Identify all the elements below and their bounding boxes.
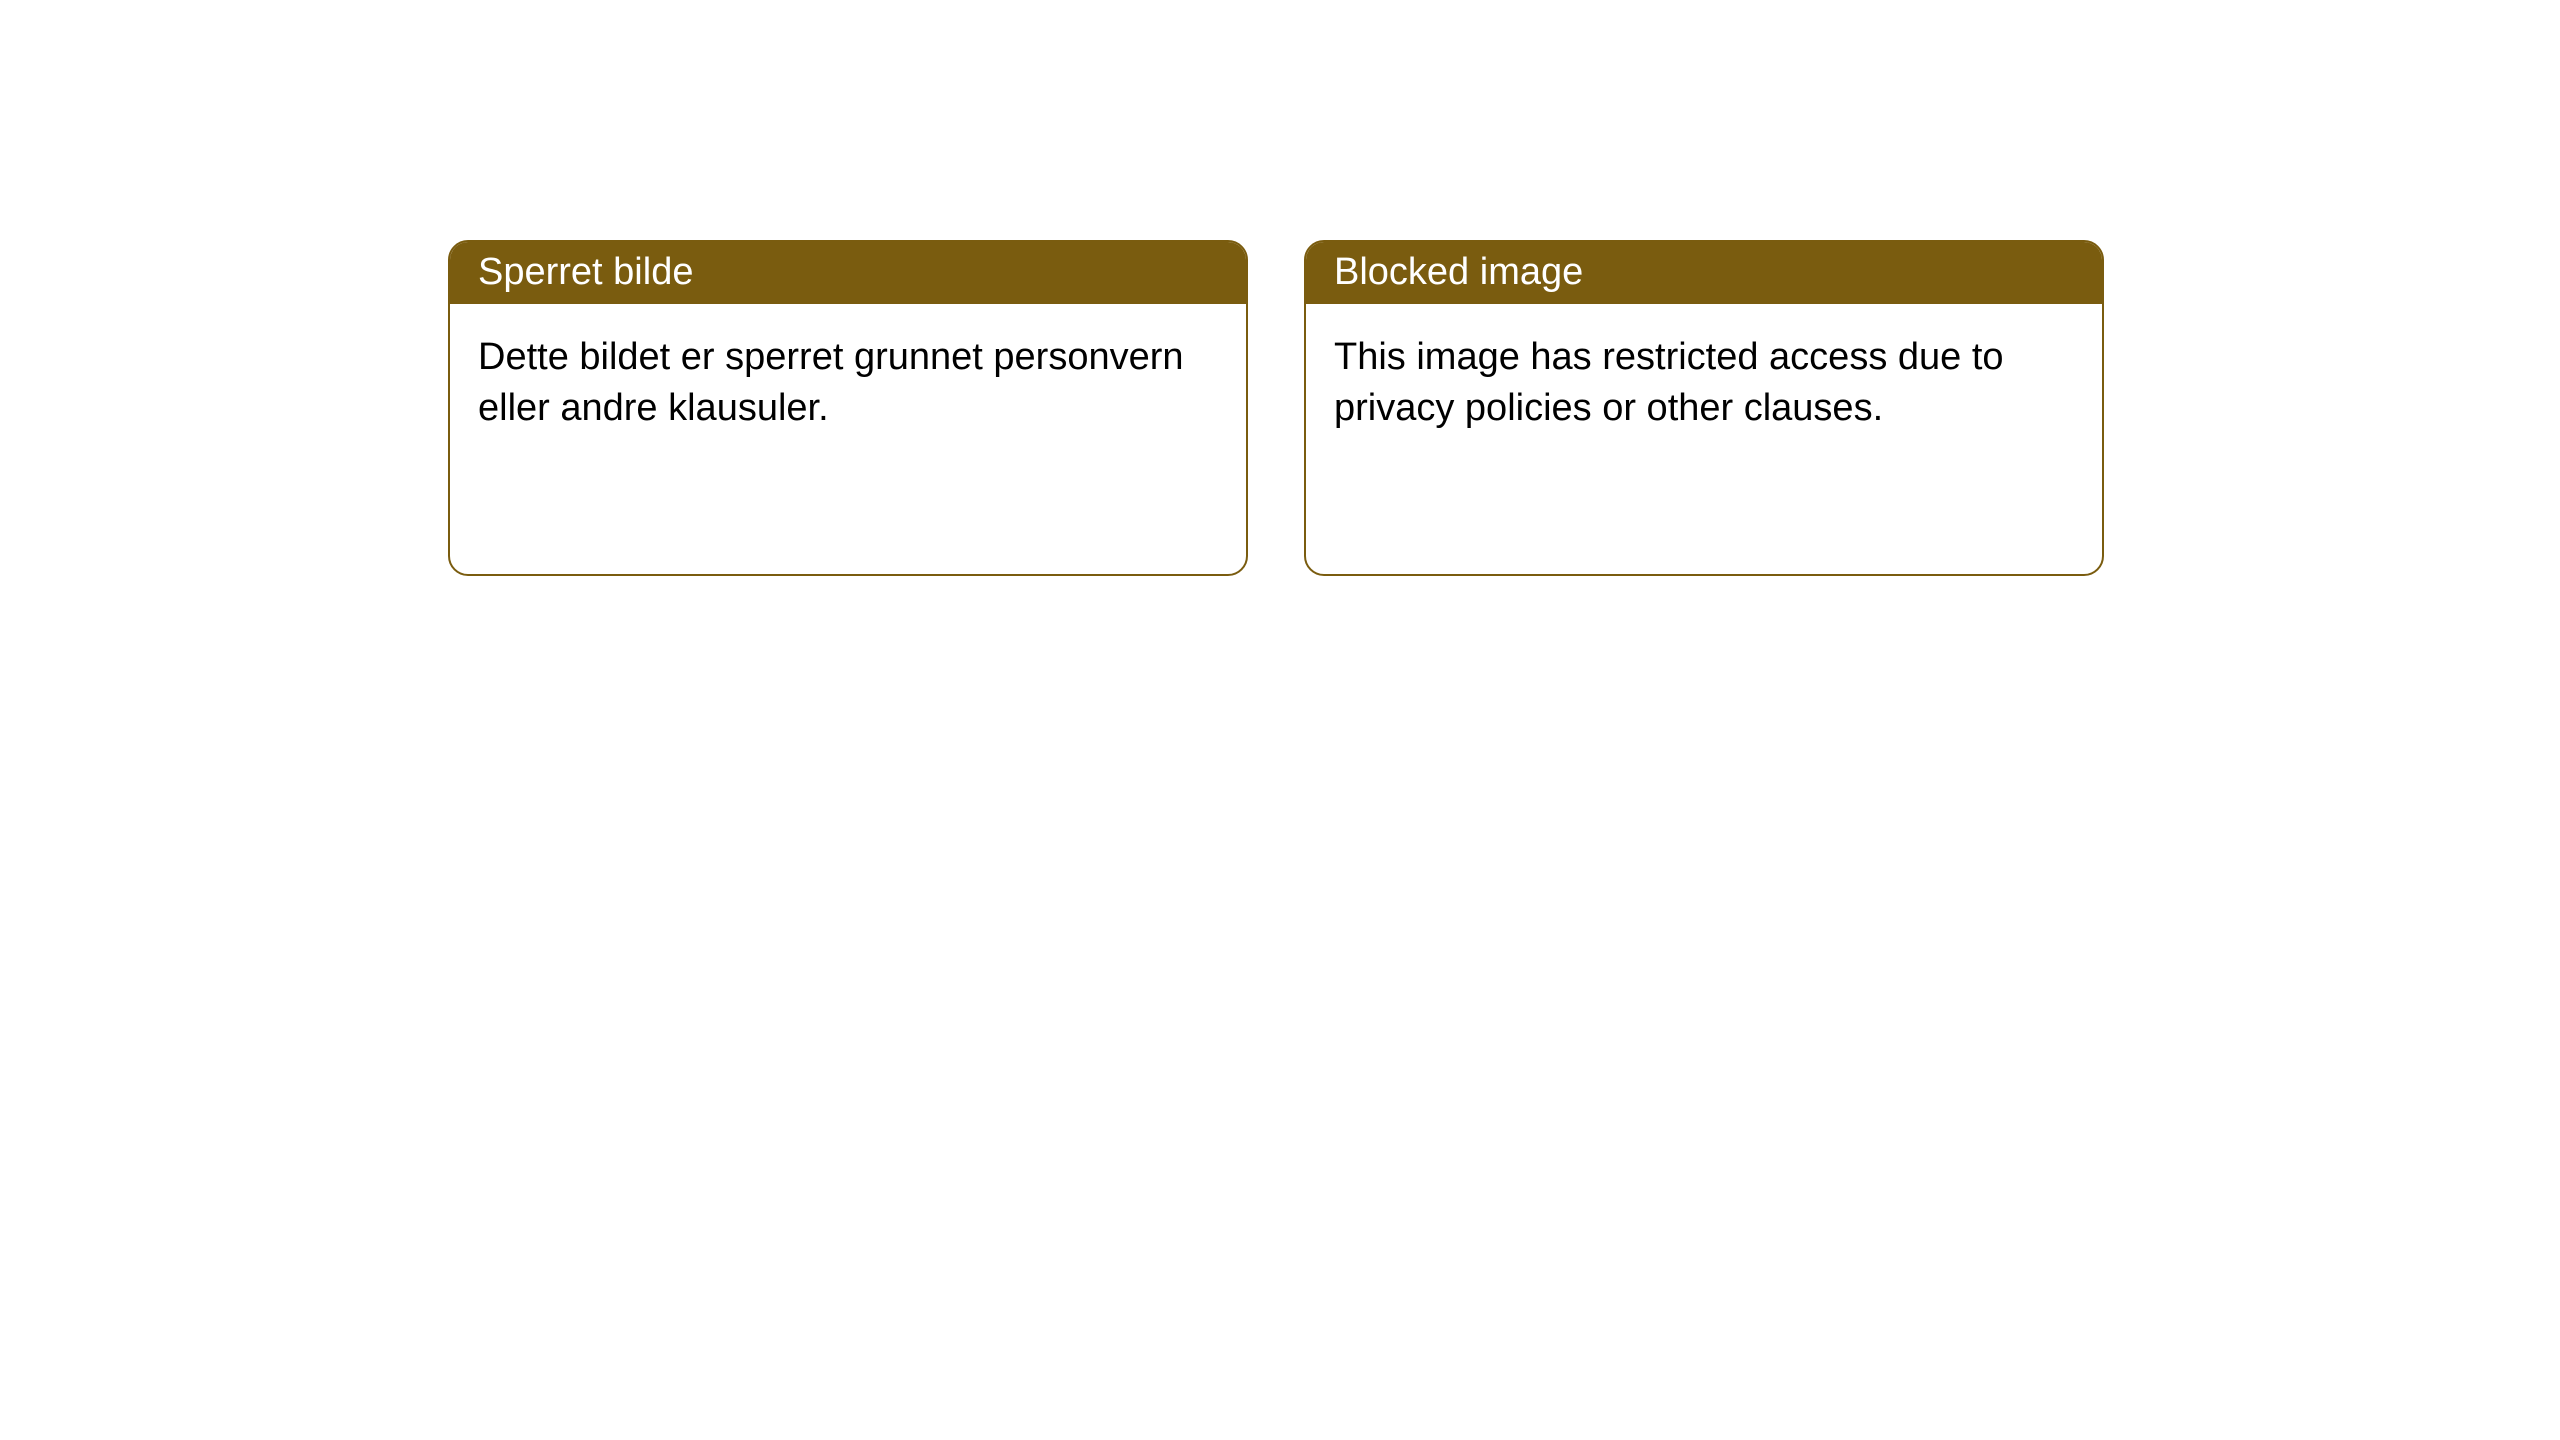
notice-card-english: Blocked image This image has restricted …: [1304, 240, 2104, 576]
notices-container: Sperret bilde Dette bildet er sperret gr…: [448, 240, 2104, 576]
notice-header: Blocked image: [1306, 242, 2102, 304]
notice-title: Blocked image: [1334, 251, 1583, 293]
notice-body: Dette bildet er sperret grunnet personve…: [450, 304, 1246, 463]
notice-card-norwegian: Sperret bilde Dette bildet er sperret gr…: [448, 240, 1248, 576]
notice-body-text: Dette bildet er sperret grunnet personve…: [478, 336, 1184, 429]
notice-body-text: This image has restricted access due to …: [1334, 336, 2004, 429]
notice-title: Sperret bilde: [478, 251, 693, 293]
notice-body: This image has restricted access due to …: [1306, 304, 2102, 463]
notice-header: Sperret bilde: [450, 242, 1246, 304]
